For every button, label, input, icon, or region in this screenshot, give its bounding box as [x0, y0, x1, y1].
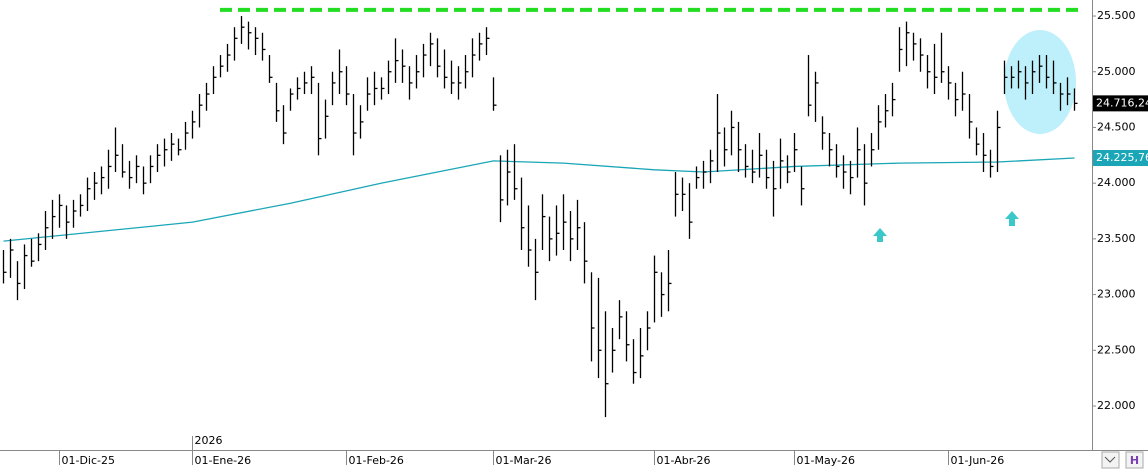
y-tick-label: 25.000 [1097, 65, 1136, 78]
moving-average [3, 157, 1075, 242]
x-tick-label: 01-Dic-25 [62, 454, 116, 467]
scale-button[interactable] [1101, 451, 1120, 469]
y-tick-label: 22.500 [1097, 343, 1136, 356]
price-marker-label: 24.716,24 [1096, 96, 1148, 109]
x-tick-label: 01-Mar-26 [496, 454, 552, 467]
x-tick-label: 01-Abr-26 [657, 454, 711, 467]
y-tick-label: 23.500 [1097, 232, 1136, 245]
arrow-up [873, 228, 887, 242]
h-icon: H [1130, 454, 1139, 467]
x-tick-label: 01-Ene-26 [195, 454, 252, 467]
year-label: 2026 [195, 434, 223, 447]
y-tick-label: 23.000 [1097, 288, 1136, 301]
x-tick-label: 01-Jun-26 [951, 454, 1005, 467]
y-tick-label: 25.500 [1097, 9, 1136, 22]
y-tick-label: 22.000 [1097, 399, 1136, 412]
price-marker-box [1093, 95, 1148, 112]
h-button[interactable] [1125, 451, 1144, 469]
y-tick-label: 24.500 [1097, 120, 1136, 133]
arrow-up [1005, 211, 1019, 226]
plot-layer: 22.000 22.500 23.000 23.500 24.000 24.500 25.0… [2, 7, 1148, 467]
x-tick-label: 01-May-26 [797, 454, 855, 467]
scale-icon [1104, 456, 1116, 463]
y-tick-label: 24.000 [1097, 176, 1136, 189]
price-marker-label: 24.225,76 [1096, 151, 1148, 164]
price-marker-box [1093, 150, 1148, 167]
x-tick-label: 01-Feb-26 [349, 454, 404, 467]
